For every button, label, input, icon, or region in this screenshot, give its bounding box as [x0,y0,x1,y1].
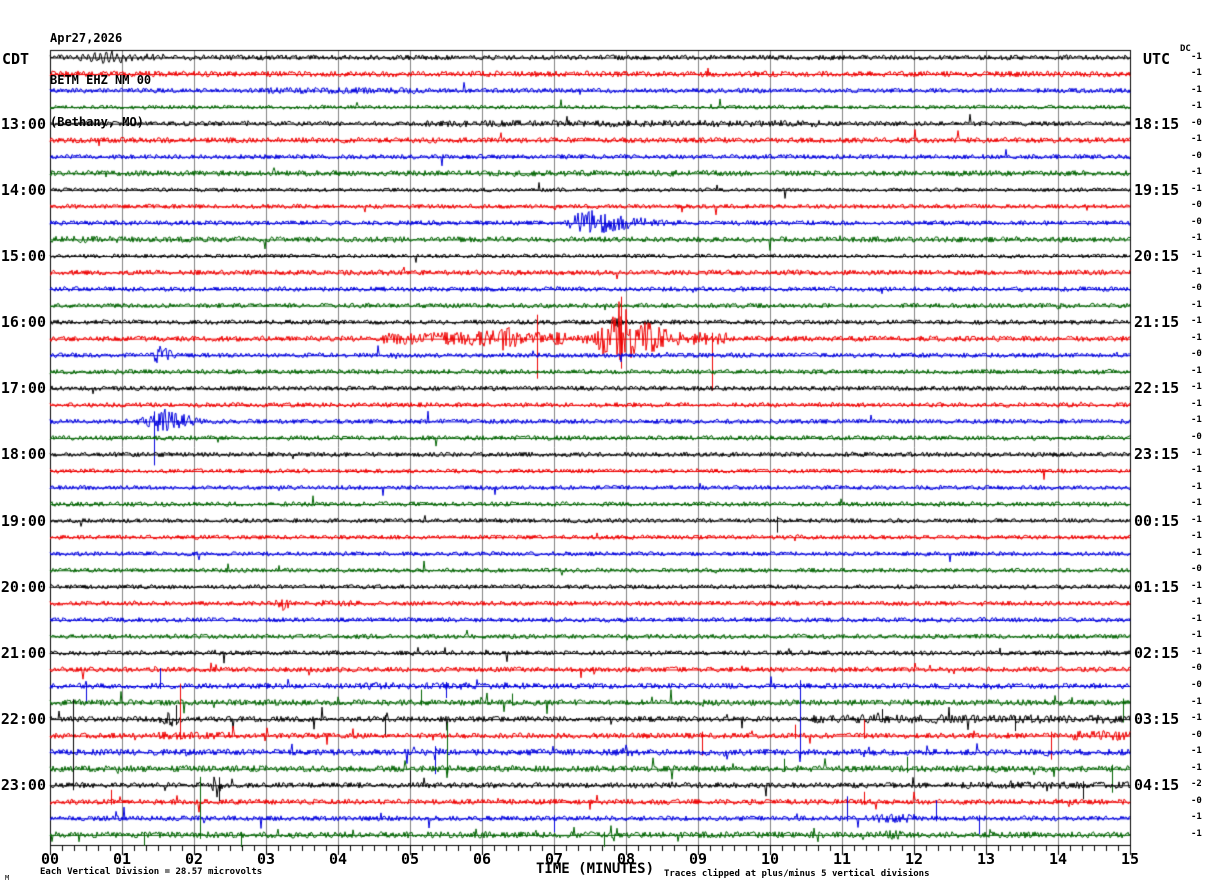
dc-value: -1 [1191,514,1202,525]
title-station: BETM EHZ NM 00 [50,73,152,87]
dc-value: -1 [1191,365,1202,376]
right-time-label: 03:15 [1134,710,1180,729]
dc-value: -1 [1191,398,1202,409]
right-time-label: 20:15 [1134,246,1180,265]
dc-value: -0 [1191,216,1202,227]
dc-value: -0 [1191,150,1202,161]
dc-value: -1 [1191,448,1202,459]
x-tick-label: 05 [400,850,420,868]
x-tick-label: 12 [904,850,924,868]
left-time-label: 21:00 [0,643,46,662]
left-time-label: 20:00 [0,577,46,596]
dc-value: -2 [1191,779,1202,790]
dc-value: -1 [1191,249,1202,260]
dc-value: -1 [1191,498,1202,509]
plot-title: Apr27,2026 BETM EHZ NM 00 (Bethany, MO) [50,3,151,157]
dc-value: -1 [1191,531,1202,542]
dc-value: -1 [1191,84,1202,95]
dc-value: -1 [1191,68,1202,79]
left-time-label: 18:00 [0,445,46,464]
dc-column-header: DC [1180,44,1191,54]
x-tick-label: 01 [112,850,132,868]
dc-value: -1 [1191,167,1202,178]
dc-value: -1 [1191,580,1202,591]
right-time-label: 18:15 [1134,114,1180,133]
right-axis-timezone-label: UTC [1143,50,1171,68]
x-tick-label: 06 [472,850,492,868]
right-time-label: 04:15 [1134,776,1180,795]
dc-value: -0 [1191,680,1202,691]
dc-value: -1 [1191,316,1202,327]
left-time-label: 19:00 [0,511,46,530]
dc-value: -0 [1191,283,1202,294]
right-time-label: 01:15 [1134,577,1180,596]
title-location: (Bethany, MO) [50,115,144,129]
right-time-label: 02:15 [1134,643,1180,662]
dc-value: -0 [1191,200,1202,211]
dc-value: -1 [1191,613,1202,624]
dc-value: -1 [1191,51,1202,62]
right-time-label: 21:15 [1134,313,1180,332]
x-tick-label: 09 [688,850,708,868]
left-axis-timezone-label: CDT [2,50,30,68]
dc-value: -0 [1191,795,1202,806]
left-time-label: 22:00 [0,710,46,729]
x-axis-title: TIME (MINUTES) [536,861,655,877]
left-time-label: 16:00 [0,313,46,332]
x-tick-label: 13 [976,850,996,868]
dc-value: -1 [1191,101,1202,112]
left-time-label: 17:00 [0,379,46,398]
right-time-label: 19:15 [1134,180,1180,199]
left-time-label: 13:00 [0,114,46,133]
dc-value: -1 [1191,332,1202,343]
dc-value: -1 [1191,465,1202,475]
x-tick-label: 02 [184,850,204,868]
dc-value: -1 [1191,696,1202,707]
dc-value: -1 [1191,266,1202,277]
left-time-label: 23:00 [0,776,46,795]
dc-value: -0 [1191,117,1202,128]
left-time-label: 14:00 [0,180,46,199]
watermark-glyph: M [5,874,10,882]
dc-value: -1 [1191,547,1202,558]
right-time-label: 22:15 [1134,379,1180,398]
x-tick-label: 07 [544,850,564,868]
x-tick-label: 10 [760,850,780,868]
x-tick-label: 04 [328,850,348,868]
dc-value: -1 [1191,382,1202,393]
dc-value: -0 [1191,729,1202,740]
dc-value: -0 [1191,431,1202,442]
dc-value: -1 [1191,597,1202,608]
x-tick-label: 03 [256,850,276,868]
dc-value: -1 [1191,646,1202,657]
dc-value: -1 [1191,183,1202,194]
dc-value: -1 [1191,828,1202,839]
x-tick-label: 00 [40,850,60,868]
dc-value: -0 [1191,349,1202,360]
dc-value: -1 [1191,746,1202,757]
left-time-label: 15:00 [0,246,46,265]
dc-value: -1 [1191,812,1202,823]
dc-value: -0 [1191,564,1202,575]
dc-value: -1 [1191,134,1202,145]
right-time-label: 23:15 [1134,445,1180,464]
dc-value: -1 [1191,713,1202,724]
clip-note: Traces clipped at plus/minus 5 vertical … [664,869,930,879]
dc-value: -1 [1191,630,1202,641]
vertical-division-note: Each Vertical Division = 28.57 microvolt… [40,867,263,877]
x-tick-label: 15 [1120,850,1140,868]
dc-value: -0 [1191,663,1202,674]
right-time-label: 00:15 [1134,511,1180,530]
x-tick-label: 14 [1048,850,1068,868]
x-tick-label: 11 [832,850,852,868]
dc-value: -1 [1191,299,1202,310]
dc-value: -1 [1191,762,1202,773]
dc-value: -1 [1191,481,1202,492]
dc-value: -1 [1191,415,1202,426]
dc-value: -1 [1191,233,1202,244]
x-tick-label: 08 [616,850,636,868]
title-date: Apr27,2026 [50,31,123,45]
